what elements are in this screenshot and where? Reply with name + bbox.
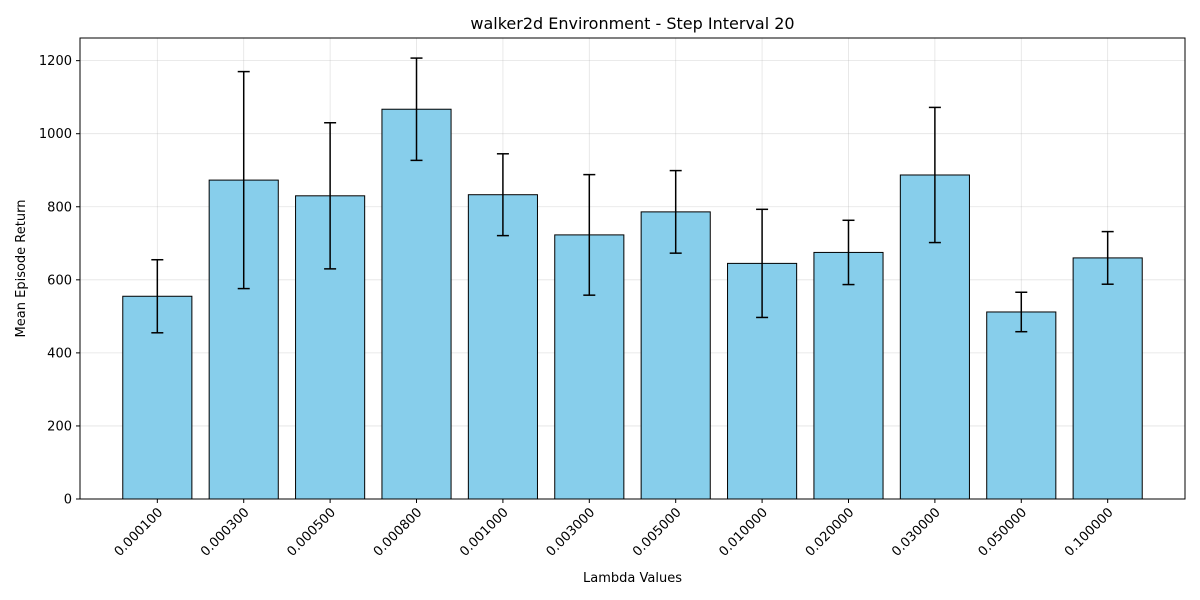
bar [813,251,884,500]
x-tick-label: 0.005000 [630,505,684,559]
chart-title: walker2d Environment - Step Interval 20 [470,14,794,33]
bar [640,211,711,500]
bar [381,108,452,500]
y-tick-label: 400 [47,346,72,361]
x-axis-title: Lambda Values [583,571,682,586]
x-tick-label: 0.003000 [544,505,598,559]
y-axis-ticks: 0 200 400 600 800 1000 1200 [39,54,80,508]
plot-frame [79,37,1186,500]
bar [986,311,1057,500]
bar [1072,257,1143,500]
x-tick-label: 0.000100 [112,505,166,559]
x-tick-label: 0.000800 [371,505,425,559]
x-tick-label: 0.000300 [198,505,252,559]
error-bars-layer [151,57,1114,334]
x-axis-ticks: 0.000100 0.000300 0.000500 0.000800 0.001000… [112,499,1117,560]
x-tick-label: 0.001000 [457,505,511,559]
x-tick-label: 0.010000 [716,505,770,559]
bars-layer [122,108,1143,500]
y-tick-label: 600 [47,273,72,288]
y-axis-title: Mean Episode Return [14,200,29,338]
x-tick-label: 0.030000 [889,505,943,559]
x-tick-label: 0.100000 [1062,505,1116,559]
y-tick-label: 1000 [39,127,72,142]
y-tick-label: 0 [64,493,72,508]
y-tick-label: 800 [47,200,72,215]
x-tick-label: 0.050000 [976,505,1030,559]
x-tick-label: 0.020000 [803,505,857,559]
x-tick-label: 0.000500 [284,505,338,559]
y-tick-label: 1200 [39,54,72,69]
bar [467,194,538,500]
y-tick-label: 200 [47,419,72,434]
